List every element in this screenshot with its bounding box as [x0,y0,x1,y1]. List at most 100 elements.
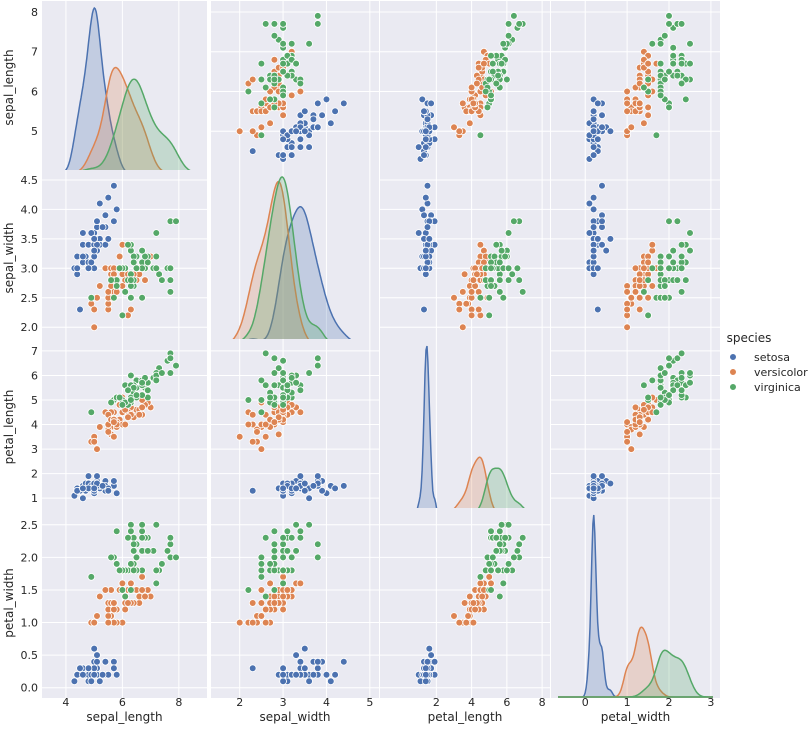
data-point-setosa [76,305,84,314]
x-tick-label: 2 [433,696,440,709]
data-point-versicolor [110,599,118,607]
data-point-setosa [287,151,296,159]
data-point-virginica [497,246,506,255]
data-point-setosa [593,235,602,243]
data-point-virginica [677,374,686,382]
data-point-versicolor [460,599,469,607]
data-point-versicolor [450,612,458,620]
data-point-setosa [309,482,318,490]
data-point-virginica [144,386,152,395]
x-tick-label: 5 [366,696,373,709]
data-point-virginica [115,566,124,575]
data-point-virginica [127,560,135,568]
data-point-virginica [132,553,141,562]
data-point-versicolor [474,63,483,72]
data-point-virginica [476,573,485,581]
data-point-setosa [430,657,439,666]
data-point-virginica [283,547,292,555]
data-point-versicolor [93,445,101,453]
data-point-versicolor [96,282,104,290]
data-point-virginica [660,31,669,40]
data-point-virginica [644,311,652,320]
legend-marker-virginica [729,383,737,391]
data-point-virginica [129,547,138,555]
data-point-virginica [660,282,669,290]
data-point-versicolor [270,55,279,64]
data-point-setosa [292,670,300,679]
data-point-virginica [673,276,682,284]
data-point-setosa [110,182,118,190]
data-point-setosa [87,229,96,237]
data-point-setosa [322,95,331,104]
y-tick-label: 4.0 [21,203,39,216]
data-point-setosa [98,670,107,679]
data-point-setosa [421,664,430,672]
data-point-virginica [279,39,287,48]
data-point-setosa [313,664,322,672]
data-point-versicolor [627,123,636,132]
data-point-virginica [660,75,669,84]
data-point-setosa [589,115,598,124]
data-point-virginica [487,566,495,575]
legend-marker-setosa [729,353,737,361]
data-point-virginica [124,386,132,395]
data-point-virginica [673,381,682,390]
data-point-setosa [279,151,287,159]
data-point-virginica [152,579,161,588]
x-tick-label: 2 [236,696,243,709]
x-tick-label: 2 [666,696,673,709]
data-point-virginica [677,20,686,28]
data-point-setosa [79,252,87,261]
x-axis-label: sepal_width [259,710,330,724]
data-point-virginica [132,264,141,273]
data-point-virginica [287,553,296,562]
data-point-versicolor [640,264,648,273]
data-point-versicolor [635,418,644,426]
data-point-versicolor [296,408,305,417]
data-point-setosa [90,246,98,255]
legend-label-versicolor: versicolor [754,366,808,379]
data-point-setosa [423,115,432,124]
data-point-virginica [686,378,694,387]
data-point-versicolor [270,599,279,607]
data-point-setosa [300,486,309,495]
data-point-setosa [90,670,98,679]
data-point-virginica [494,566,502,575]
y-tick-label: 2.5 [21,292,39,305]
y-tick-label: 1.5 [21,584,39,597]
legend-label-virginica: virginica [754,381,801,394]
data-point-virginica [279,20,287,28]
data-point-versicolor [101,586,110,594]
data-point-virginica [270,31,279,40]
data-point-virginica [305,369,313,377]
data-point-setosa [589,205,598,214]
data-point-virginica [138,533,146,542]
data-point-virginica [127,520,135,529]
data-point-virginica [504,229,513,237]
data-point-versicolor [473,79,481,88]
data-point-virginica [476,131,485,140]
data-point-setosa [93,651,101,659]
data-point-virginica [313,361,322,370]
data-point-virginica [270,540,279,549]
data-point-virginica [656,264,665,273]
x-tick-label: 3 [280,696,287,709]
data-point-virginica [257,376,266,385]
x-axis-label: petal_width [601,710,670,724]
data-point-setosa [322,670,331,679]
data-point-virginica [121,592,129,601]
data-point-setosa [326,677,335,685]
x-tick-label: 4 [468,696,475,709]
data-point-virginica [127,276,135,284]
legend-label-setosa: setosa [754,351,790,364]
data-point-versicolor [138,403,146,412]
data-point-virginica [279,376,287,385]
data-point-versicolor [464,612,472,620]
data-point-setosa [90,484,98,493]
data-point-versicolor [138,586,146,594]
data-point-virginica [656,393,665,402]
data-point-setosa [589,223,598,231]
data-point-versicolor [261,420,270,429]
x-tick-label: 6 [119,696,126,709]
data-point-virginica [485,75,494,84]
